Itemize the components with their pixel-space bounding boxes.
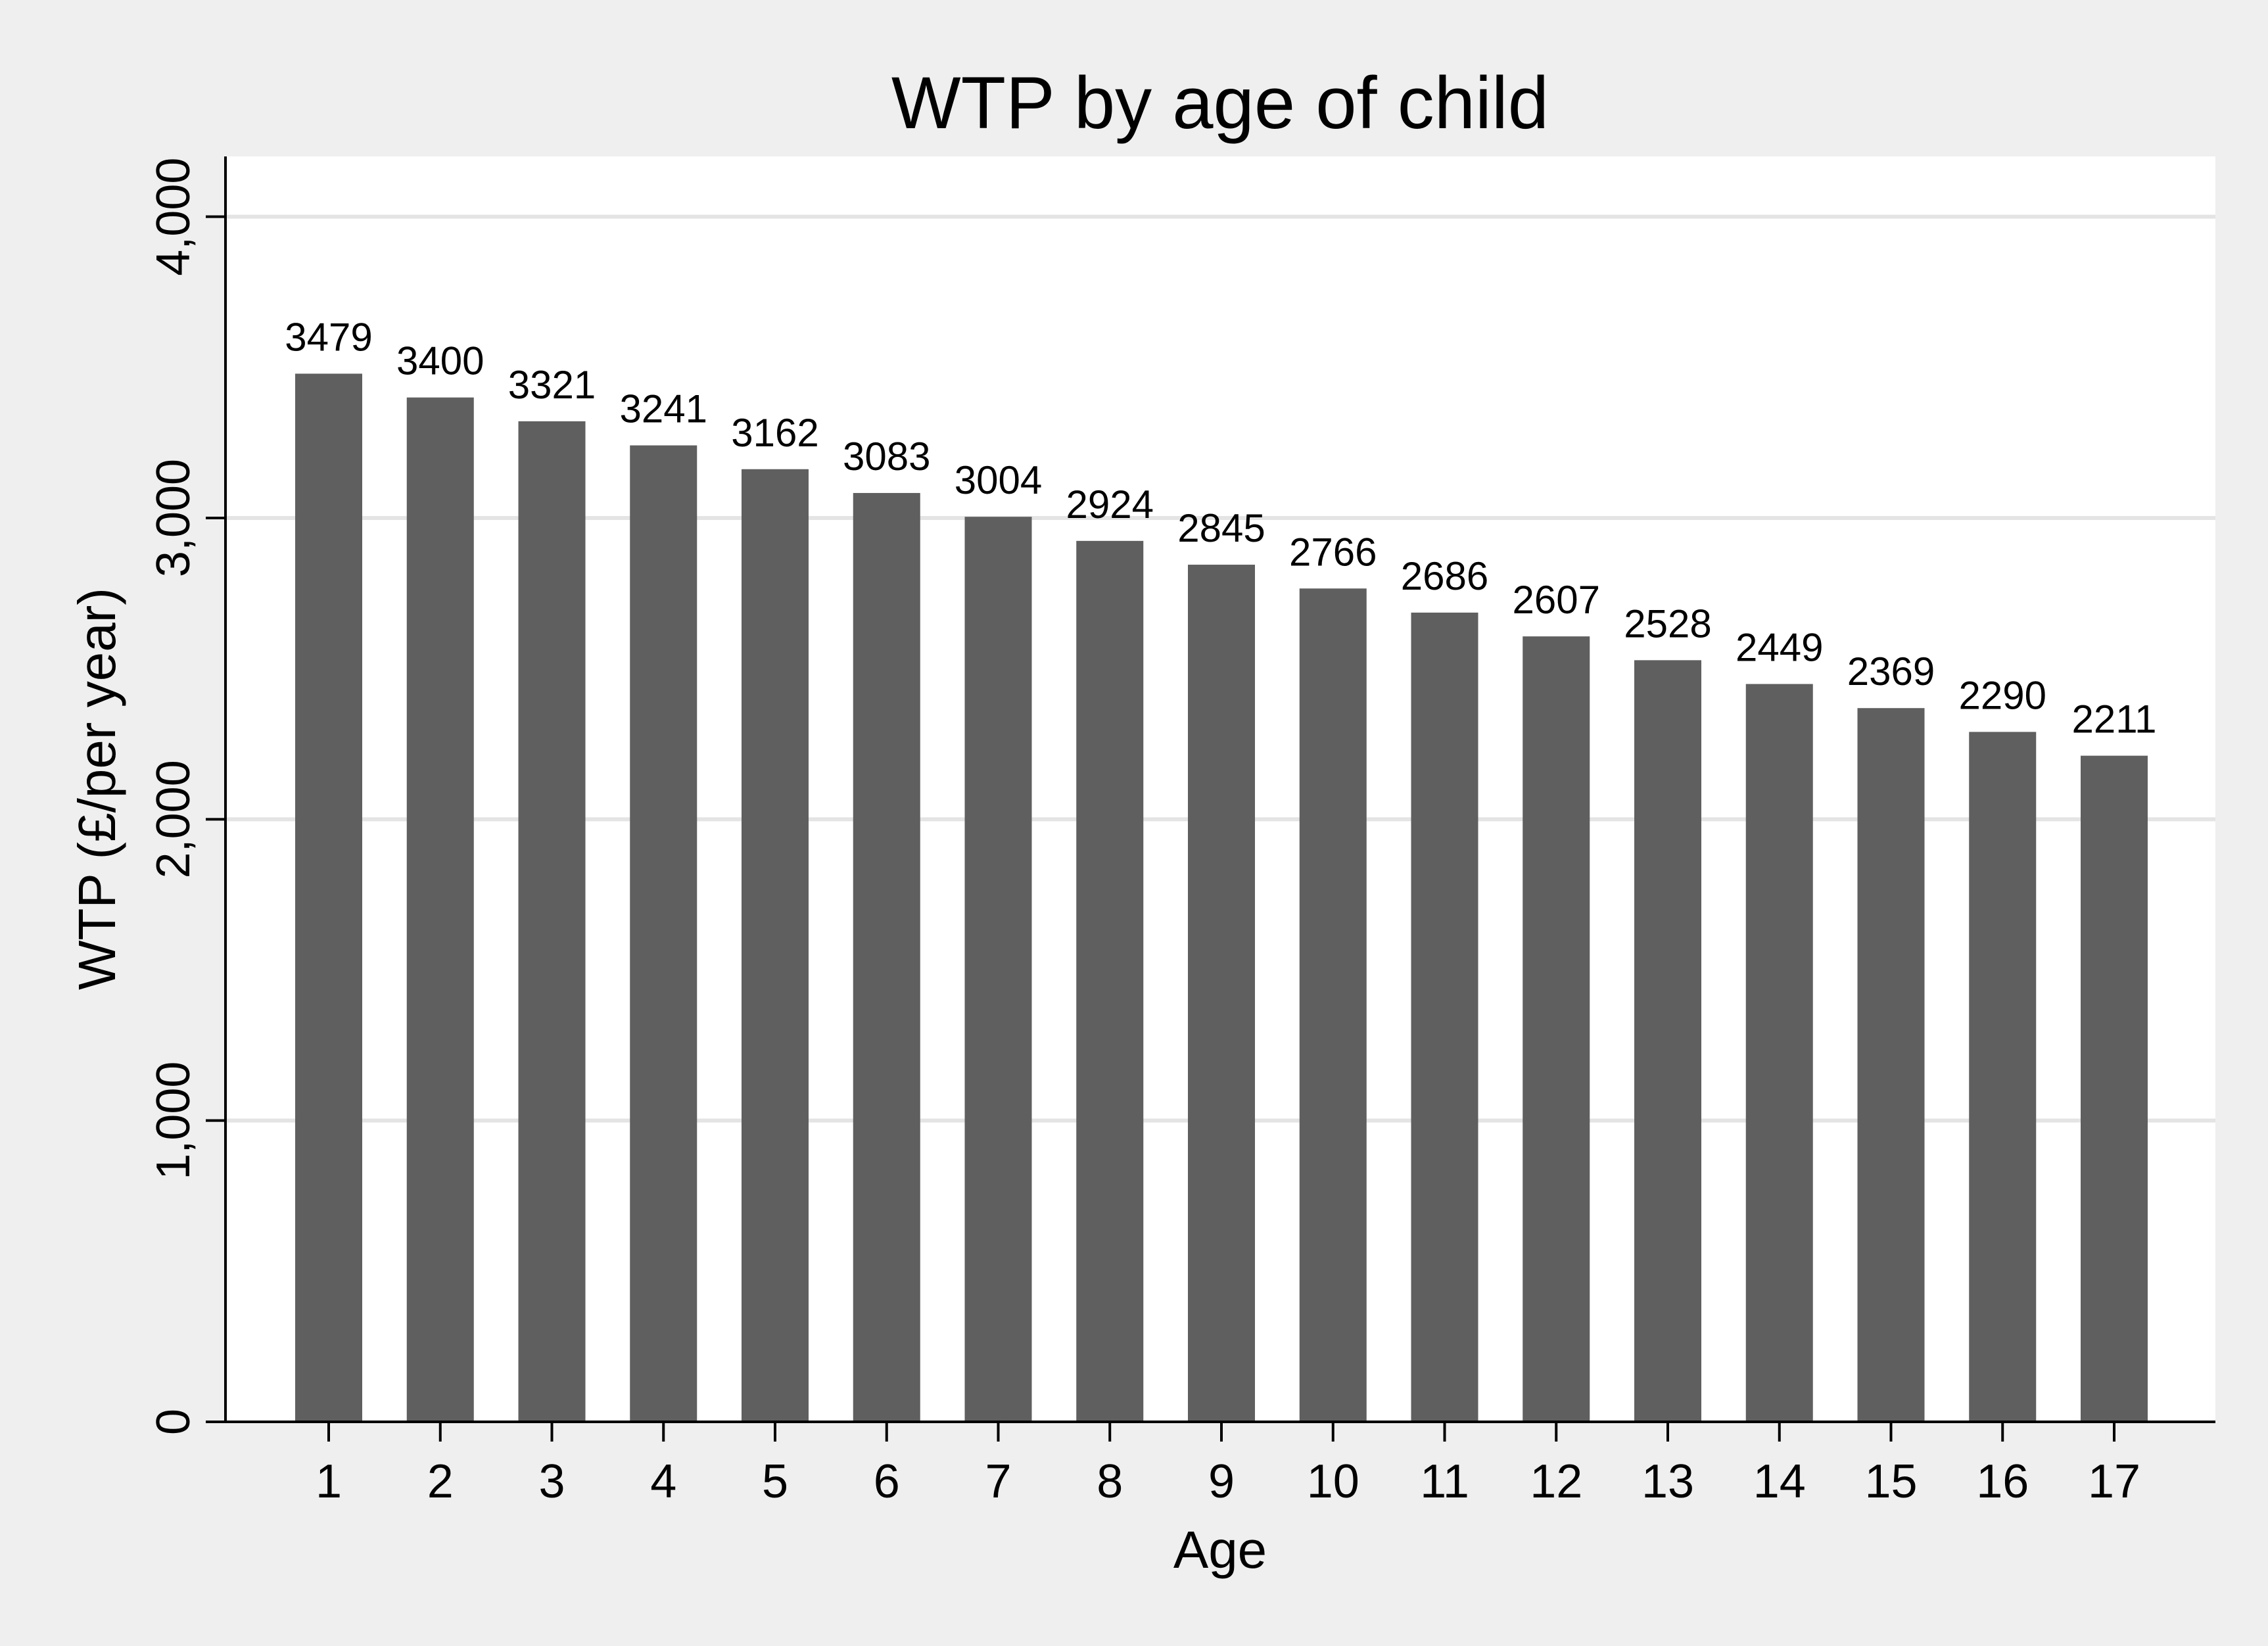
data-label: 2211 xyxy=(2071,697,2156,741)
bar xyxy=(964,517,1032,1422)
x-tick-label: 3 xyxy=(538,1455,565,1508)
data-label: 3004 xyxy=(955,458,1042,502)
data-label: 3400 xyxy=(396,339,484,383)
bar xyxy=(1857,708,1925,1422)
bar xyxy=(853,492,920,1423)
bar xyxy=(630,445,697,1422)
bar xyxy=(1745,684,1813,1422)
bar xyxy=(2081,755,2148,1422)
x-tick-label: 4 xyxy=(650,1455,676,1508)
x-tick-label: 5 xyxy=(762,1455,788,1508)
y-tick-label: 3,000 xyxy=(147,459,200,577)
bar xyxy=(1969,732,2037,1422)
y-tick-label: 2,000 xyxy=(147,760,200,878)
data-label: 3083 xyxy=(843,435,930,479)
data-label: 2369 xyxy=(1847,649,1935,694)
x-tick-label: 15 xyxy=(1864,1455,1917,1508)
bar xyxy=(295,373,362,1423)
x-tick-label: 7 xyxy=(985,1455,1011,1508)
chart-title: WTP by age of child xyxy=(891,62,1549,144)
bar xyxy=(1634,660,1701,1423)
data-labels: 3479 3400 3321 3241 3162 3083 3004 2924 2845 2766… xyxy=(285,315,2156,741)
x-tick-label: 6 xyxy=(874,1455,900,1508)
x-tick-label: 11 xyxy=(1420,1455,1469,1508)
bar xyxy=(1076,540,1144,1423)
y-tick-label: 1,000 xyxy=(147,1062,200,1180)
x-tick-label: 8 xyxy=(1097,1455,1123,1508)
x-tick-label: 12 xyxy=(1530,1455,1582,1508)
data-label: 2686 xyxy=(1401,554,1488,598)
x-tick-label: 14 xyxy=(1753,1455,1806,1508)
x-tick-label: 13 xyxy=(1642,1455,1694,1508)
bars xyxy=(295,373,2148,1423)
x-tick-label: 17 xyxy=(2088,1455,2140,1508)
data-label: 3162 xyxy=(731,411,818,455)
bar xyxy=(1523,636,1590,1422)
bar xyxy=(518,421,586,1422)
x-tick-label: 16 xyxy=(1976,1455,2029,1508)
data-label: 3321 xyxy=(508,363,596,407)
y-tick-label: 4,000 xyxy=(147,158,200,276)
data-label: 2924 xyxy=(1066,482,1154,527)
data-label: 2290 xyxy=(1959,673,2046,717)
x-tick-label: 2 xyxy=(427,1455,454,1508)
bar xyxy=(1188,565,1255,1422)
x-axis-title: Age xyxy=(1173,1520,1267,1579)
data-label: 2845 xyxy=(1177,506,1265,550)
y-ticks: 0 1,000 2,000 3,000 4,000 xyxy=(147,158,225,1435)
data-label: 2528 xyxy=(1624,601,1711,646)
bar xyxy=(1299,588,1367,1422)
data-label: 2607 xyxy=(1513,578,1600,622)
x-tick-label: 1 xyxy=(316,1455,342,1508)
x-ticks: 1 2 3 4 5 6 7 8 9 10 11 12 13 14 15 16 17 xyxy=(316,1422,2140,1508)
data-label: 2766 xyxy=(1289,530,1377,574)
bar xyxy=(406,397,474,1422)
x-tick-label: 10 xyxy=(1307,1455,1359,1508)
x-tick-label: 9 xyxy=(1208,1455,1235,1508)
y-axis-title: WTP (£/per year) xyxy=(68,588,126,990)
bar xyxy=(742,469,809,1422)
data-label: 2449 xyxy=(1736,626,1823,670)
bar xyxy=(1411,612,1478,1422)
data-label: 3241 xyxy=(620,387,707,431)
y-tick-label: 0 xyxy=(147,1409,200,1435)
data-label: 3479 xyxy=(285,315,372,359)
